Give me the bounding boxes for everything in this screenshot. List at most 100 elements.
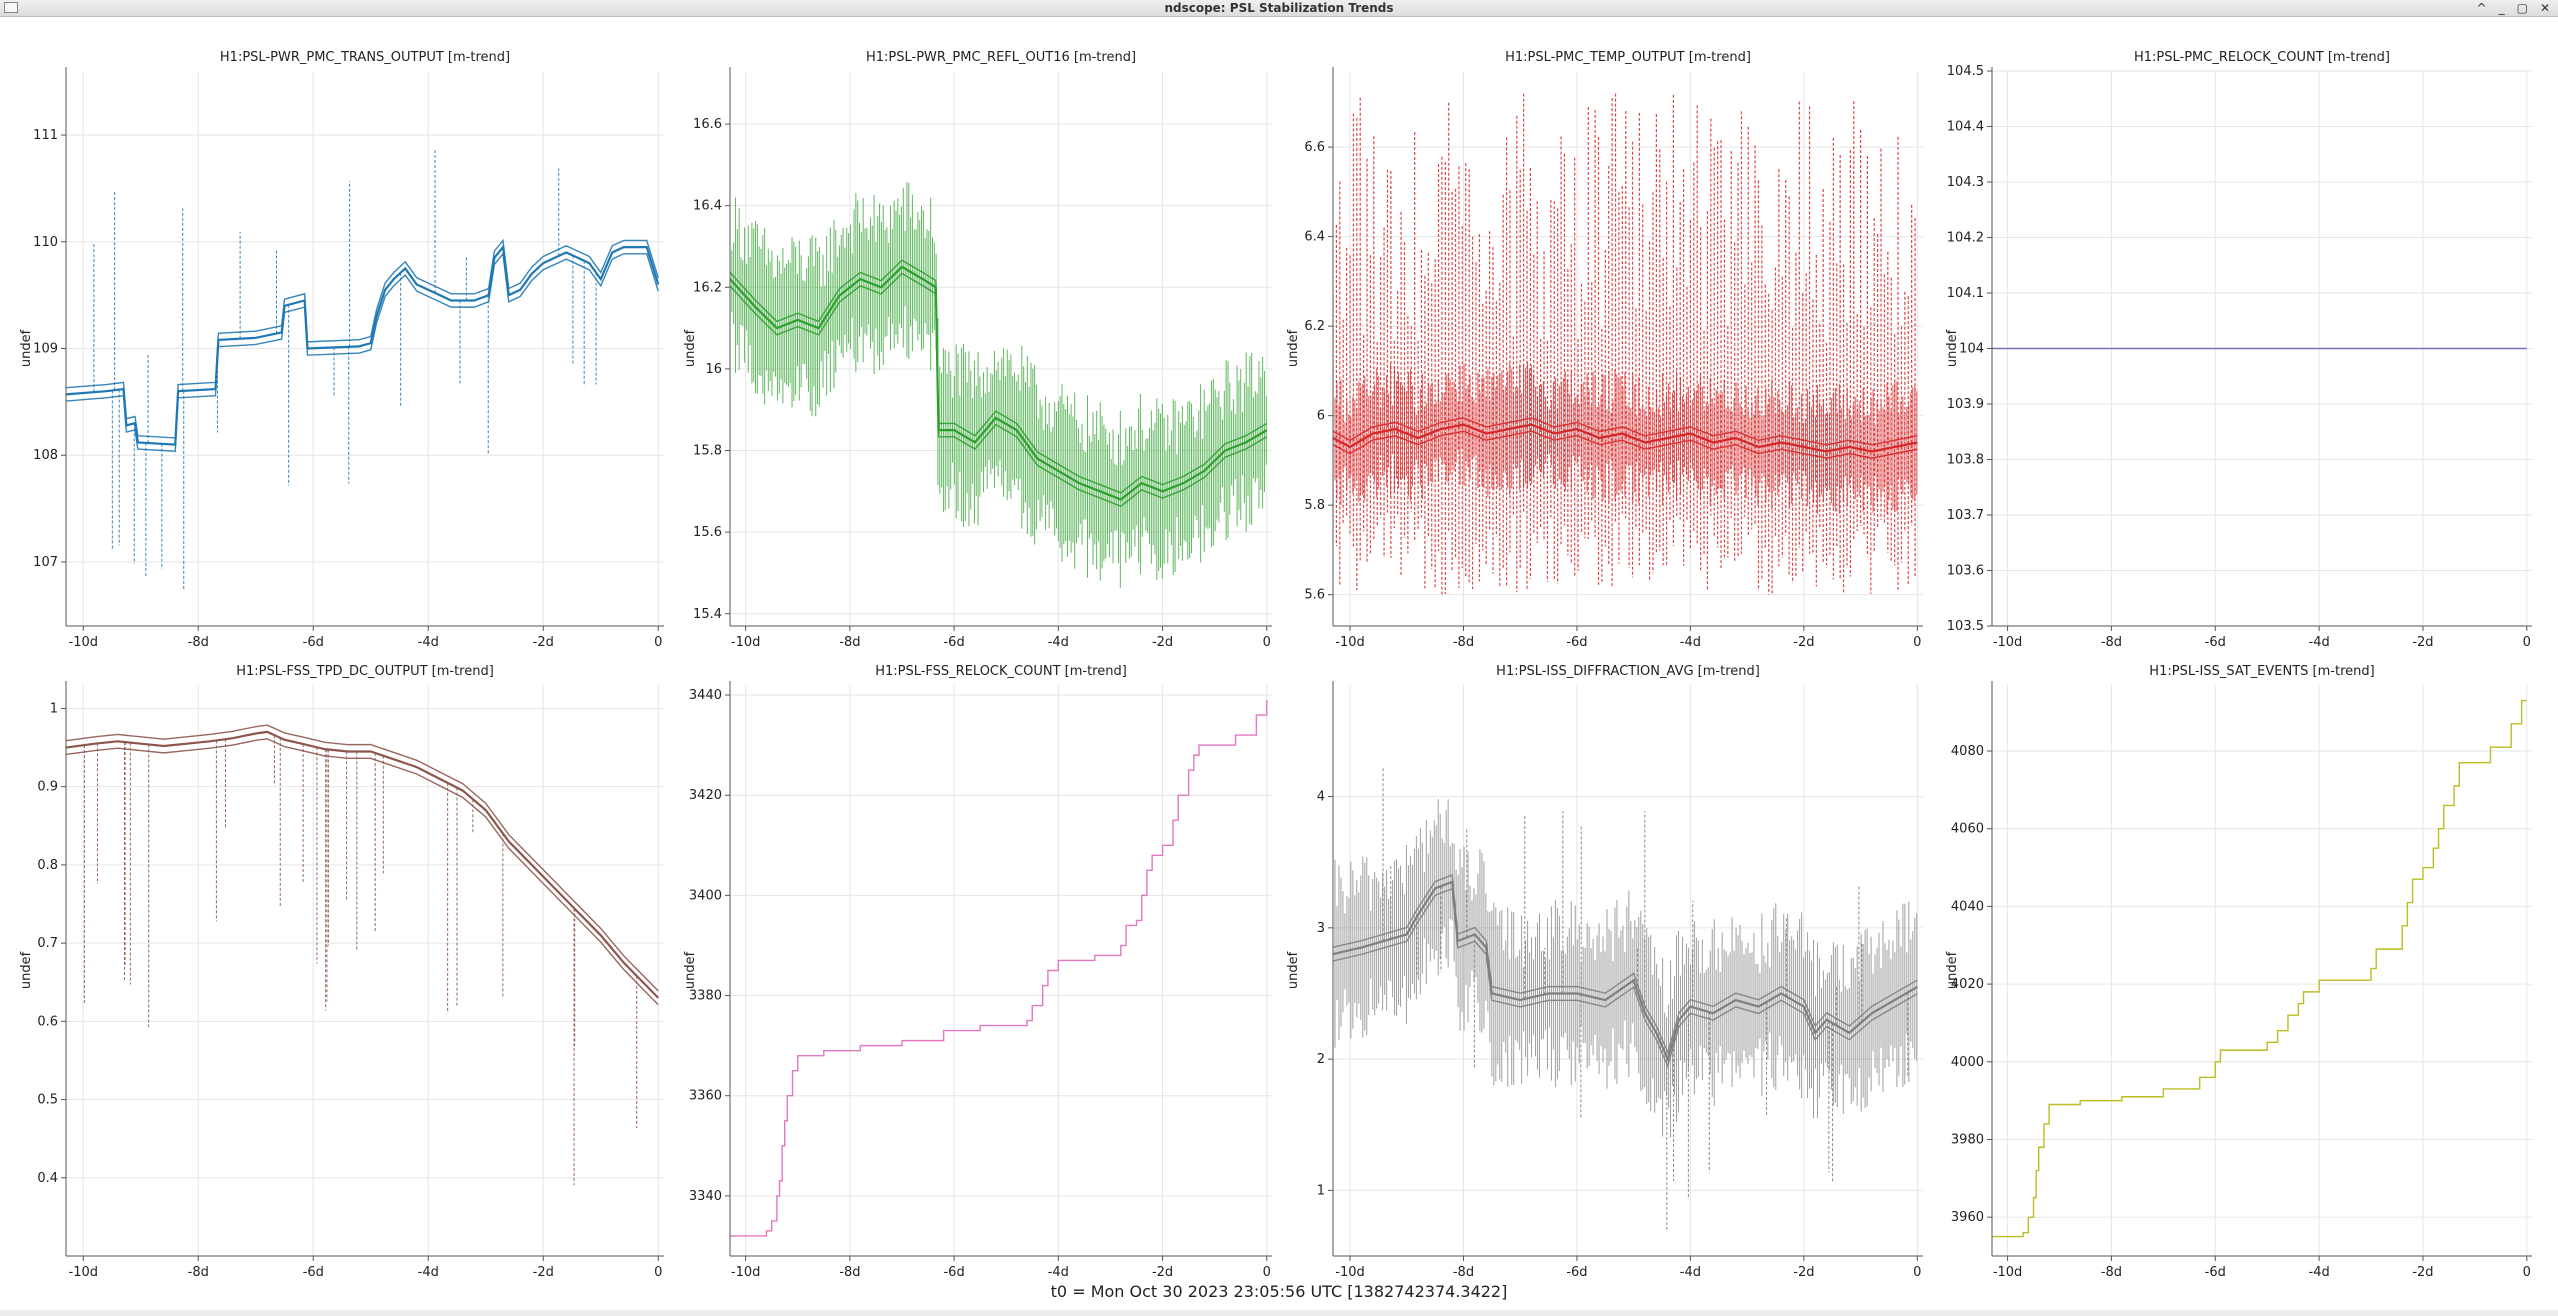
plot-title: H1:PSL-FSS_RELOCK_COUNT [m-trend] <box>875 664 1127 679</box>
x-tick-label: 0 <box>2523 1265 2531 1277</box>
y-tick-label: 103.6 <box>1947 564 1984 579</box>
y-tick-label: 110 <box>33 235 58 250</box>
y-axis-label: undef <box>683 951 698 989</box>
x-tick-label: -4d <box>418 635 439 650</box>
x-tick-label: -10d <box>1993 1265 2023 1277</box>
y-tick-label: 15.6 <box>693 525 722 540</box>
data-envelope-line <box>1333 887 1918 1069</box>
x-tick-label: -8d <box>188 1265 209 1277</box>
minimize-icon[interactable]: _ <box>2498 1 2505 15</box>
x-tick-label: -4d <box>2309 1265 2330 1277</box>
data-envelope-line <box>1333 430 1918 459</box>
window-title: ndscope: PSL Stabilization Trends <box>1164 1 1394 15</box>
plot-panel-1: H1:PSL-PWR_PMC_TRANS_OUTPUT [m-trend] -10… <box>19 50 664 650</box>
x-tick-label: -10d <box>1335 635 1365 650</box>
x-tick-label: 0 <box>654 635 662 650</box>
y-tick-label: 3 <box>1317 921 1325 936</box>
data-layer <box>730 700 1268 1237</box>
y-tick-label: 108 <box>33 448 58 463</box>
app-window-icon <box>4 2 18 13</box>
y-tick-label: 0.7 <box>37 936 58 951</box>
t0-label: t0 = Mon Oct 30 2023 23:05:56 UTC [13827… <box>1050 1282 1508 1301</box>
x-tick-label: -8d <box>2101 1265 2122 1277</box>
plot-grid[interactable]: H1:PSL-PWR_PMC_TRANS_OUTPUT [m-trend] -10… <box>0 17 2558 1277</box>
data-series-line <box>730 700 1268 1237</box>
y-tick-label: 1 <box>1317 1183 1325 1198</box>
plot-title: H1:PSL-ISS_DIFFRACTION_AVG [m-trend] <box>1496 664 1760 679</box>
data-envelope-line <box>730 272 1268 507</box>
y-tick-label: 0.9 <box>37 780 58 795</box>
x-tick-label: -10d <box>731 635 761 650</box>
y-tick-label: 0.8 <box>37 858 58 873</box>
y-tick-label: 103.9 <box>1947 397 1984 412</box>
window-controls: ^ _ ▢ ✕ <box>2477 0 2550 16</box>
plot-panel-4: H1:PSL-PMC_RELOCK_COUNT [m-trend] -10d -8d… <box>1945 50 2532 650</box>
y-axis-label: undef <box>1945 951 1960 989</box>
y-tick-label: 16.6 <box>693 117 722 132</box>
x-tick-label: -8d <box>188 635 209 650</box>
plot-panel-2: H1:PSL-PWR_PMC_REFL_OUT16 [m-trend] -10d -… <box>683 50 1272 650</box>
data-series-line <box>1333 880 1918 1063</box>
x-tick-label: -8d <box>2101 635 2122 650</box>
y-tick-label: 5.8 <box>1304 498 1325 513</box>
data-series-line <box>1333 423 1918 453</box>
x-tick-label: -4d <box>1048 1265 1069 1277</box>
x-tick-label: -2d <box>2412 635 2433 650</box>
x-tick-label: -2d <box>1793 1265 1814 1277</box>
x-tick-label: -4d <box>1680 1265 1701 1277</box>
x-tick-label: -8d <box>839 635 860 650</box>
x-tick-label: 0 <box>1913 635 1921 650</box>
plot-title: H1:PSL-PMC_RELOCK_COUNT [m-trend] <box>2134 50 2390 65</box>
y-tick-label: 3960 <box>1951 1210 1984 1225</box>
y-tick-label: 0.4 <box>37 1171 58 1186</box>
y-tick-label: 5.6 <box>1304 588 1325 603</box>
plot-title: H1:PSL-PWR_PMC_REFL_OUT16 [m-trend] <box>866 50 1136 65</box>
y-tick-label: 3440 <box>689 688 722 703</box>
y-tick-label: 3420 <box>689 788 722 803</box>
window-bottom-edge <box>0 1310 2558 1316</box>
y-tick-label: 2 <box>1317 1052 1325 1067</box>
data-envelope-line <box>1333 417 1918 446</box>
plot-canvas[interactable]: H1:PSL-PWR_PMC_TRANS_OUTPUT [m-trend] -10… <box>0 17 2558 1277</box>
y-tick-label: 104.1 <box>1947 286 1984 301</box>
data-layer <box>730 182 1268 588</box>
y-tick-label: 104 <box>1959 342 1984 357</box>
y-tick-label: 6 <box>1317 409 1325 424</box>
y-axis-label: undef <box>19 329 34 367</box>
y-tick-label: 109 <box>33 342 58 357</box>
y-tick-label: 3380 <box>689 989 722 1004</box>
y-tick-label: 104.2 <box>1947 231 1984 246</box>
x-tick-label: 0 <box>1913 1265 1921 1277</box>
data-envelope-line <box>66 238 659 439</box>
y-tick-label: 1 <box>50 701 58 716</box>
y-tick-label: 104.5 <box>1947 64 1984 79</box>
y-tick-label: 15.8 <box>693 444 722 459</box>
x-tick-label: -10d <box>69 635 99 650</box>
x-tick-label: -6d <box>303 635 324 650</box>
window-titlebar: ndscope: PSL Stabilization Trends ^ _ ▢ … <box>0 0 2558 17</box>
close-icon[interactable]: ✕ <box>2539 1 2550 15</box>
y-tick-label: 4080 <box>1951 744 1984 759</box>
window-shade-icon[interactable]: ^ <box>2476 1 2487 15</box>
plot-panel-3: H1:PSL-PMC_TEMP_OUTPUT [m-trend] -10d -8d -… <box>1286 50 1923 650</box>
x-tick-label: -4d <box>1680 635 1701 650</box>
y-tick-label: 16.2 <box>693 280 722 295</box>
y-tick-label: 103.5 <box>1947 619 1984 634</box>
x-tick-label: -4d <box>418 1265 439 1277</box>
x-tick-label: -4d <box>2309 635 2330 650</box>
data-layer <box>1333 767 1918 1233</box>
x-tick-label: -10d <box>69 1265 99 1277</box>
data-envelope-line <box>1333 874 1918 1055</box>
y-tick-label: 4 <box>1317 790 1325 805</box>
plot-panel-6: H1:PSL-FSS_RELOCK_COUNT [m-trend] -10d -8d… <box>683 664 1272 1277</box>
y-tick-label: 6.6 <box>1304 140 1325 155</box>
maximize-icon[interactable]: ▢ <box>2516 1 2528 15</box>
x-tick-label: -6d <box>303 1265 324 1277</box>
data-series-line <box>66 730 660 999</box>
y-axis-label: undef <box>19 951 34 989</box>
plot-title: H1:PSL-PWR_PMC_TRANS_OUTPUT [m-trend] <box>220 50 510 65</box>
y-tick-label: 3360 <box>689 1089 722 1104</box>
y-tick-label: 3400 <box>689 888 722 903</box>
plot-panel-5: H1:PSL-FSS_TPD_DC_OUTPUT [m-trend] -10d -8… <box>19 664 664 1277</box>
x-tick-label: -2d <box>1793 635 1814 650</box>
